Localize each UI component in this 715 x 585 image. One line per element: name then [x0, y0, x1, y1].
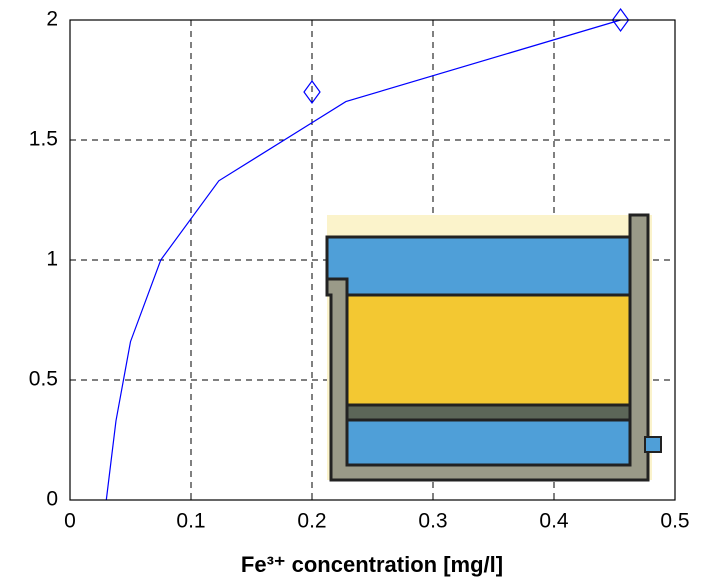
x-tick-label: 0.4 [539, 510, 569, 533]
filter-illustration [325, 213, 662, 482]
y-tick-label: 0.5 [29, 368, 58, 391]
x-tick-label: 0 [64, 510, 76, 533]
x-tick-label: 0.5 [660, 510, 689, 533]
plot-frame [69, 19, 676, 501]
y-tick-label: 1 [46, 248, 58, 271]
y-tick-label: 2 [46, 8, 58, 31]
x-tick-label: 0.3 [418, 510, 447, 533]
x-axis-label: Fe³⁺ concentration [mg/l] [241, 552, 503, 577]
diamond-marker [303, 79, 321, 105]
x-tick-label: 0.1 [176, 510, 205, 533]
y-tick-label: 0 [46, 488, 58, 511]
line [105, 19, 621, 501]
x-tick-label: 0.2 [297, 510, 326, 533]
plot [105, 7, 630, 501]
diamond-marker [611, 7, 630, 33]
y-tick-label: 1.5 [29, 128, 58, 151]
